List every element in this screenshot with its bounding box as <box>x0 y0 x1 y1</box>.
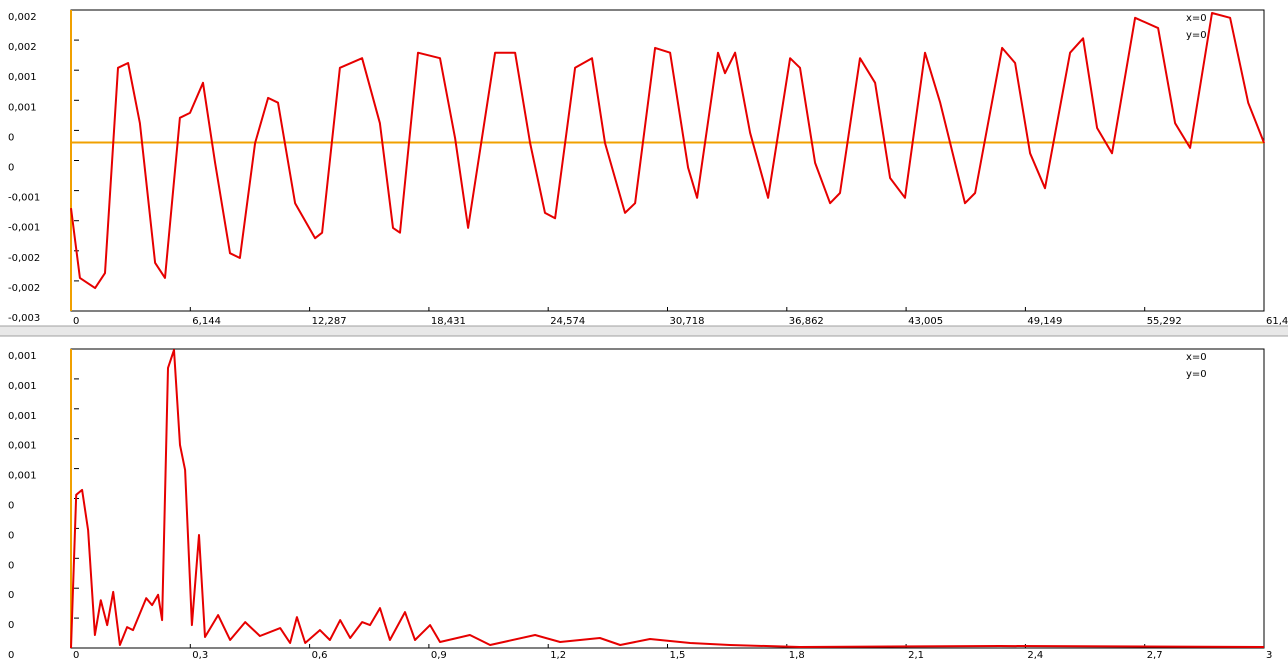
y-tick-label: 0,001 <box>8 351 37 362</box>
y-tick-label: 0,001 <box>8 102 37 113</box>
y-tick-label: 0 <box>8 650 14 661</box>
x-tick-label: 0 <box>73 650 79 661</box>
y-tick-label: -0,002 <box>8 253 40 264</box>
y-tick-label: 0,001 <box>8 441 37 452</box>
x-tick-label: 1,2 <box>550 650 566 661</box>
y-tick-label: 0,001 <box>8 72 37 83</box>
x-tick-label: 6,144 <box>192 316 221 327</box>
y-tick-label: 0,002 <box>8 12 37 23</box>
y-tick-label: 0 <box>8 501 14 512</box>
x-tick-label: 0,6 <box>312 650 328 661</box>
x-tick-label: 12,287 <box>312 316 347 327</box>
x-tick-label: 2,7 <box>1147 650 1163 661</box>
plot-area <box>70 348 1265 649</box>
x-tick-label: 2,4 <box>1027 650 1043 661</box>
signal-line <box>70 12 1266 290</box>
y-tick-label: 0 <box>8 620 14 631</box>
y-tick-label: 0,002 <box>8 42 37 53</box>
x-tick-label: 3 <box>1266 650 1272 661</box>
x-tick-label: 43,005 <box>908 316 943 327</box>
y-tick-label: -0,001 <box>8 223 40 234</box>
plot-area <box>70 9 1265 312</box>
cursor-readout: x=0 <box>1186 352 1207 363</box>
y-tick-label: 0 <box>8 560 14 571</box>
x-tick-label: 30,718 <box>670 316 705 327</box>
cursor-readout: y=0 <box>1186 369 1207 380</box>
x-tick-label: 0,3 <box>192 650 208 661</box>
y-tick-label: 0,001 <box>8 381 37 392</box>
y-tick-label: 0,001 <box>8 411 37 422</box>
y-tick-label: -0,002 <box>8 283 40 294</box>
x-tick-label: 55,292 <box>1147 316 1182 327</box>
x-tick-label: 18,431 <box>431 316 466 327</box>
x-tick-label: 61,4 <box>1266 316 1288 327</box>
x-tick-label: 1,8 <box>789 650 805 661</box>
y-tick-label: 0 <box>8 132 14 143</box>
cursor-readout: x=0 <box>1186 13 1207 24</box>
x-tick-label: 0 <box>73 316 79 327</box>
y-tick-label: 0 <box>8 163 14 174</box>
y-tick-label: -0,003 <box>8 313 40 324</box>
y-tick-label: 0 <box>8 590 14 601</box>
splitter <box>0 326 1288 336</box>
x-tick-label: 2,1 <box>908 650 924 661</box>
signal-line <box>70 349 1265 649</box>
y-tick-label: -0,001 <box>8 193 40 204</box>
x-tick-label: 1,5 <box>670 650 686 661</box>
x-tick-label: 49,149 <box>1027 316 1062 327</box>
x-tick-label: 0,9 <box>431 650 447 661</box>
y-tick-label: 0,001 <box>8 471 37 482</box>
x-tick-label: 36,862 <box>789 316 824 327</box>
cursor-readout: y=0 <box>1186 30 1207 41</box>
x-tick-label: 24,574 <box>550 316 585 327</box>
y-tick-label: 0 <box>8 530 14 541</box>
